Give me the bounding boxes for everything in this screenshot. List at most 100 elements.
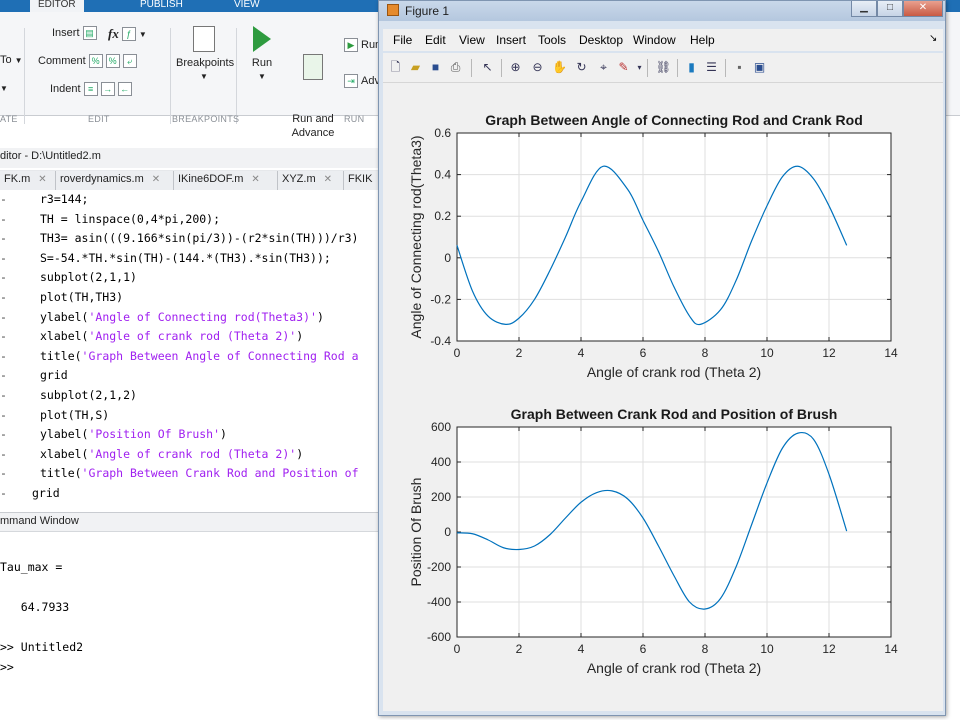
hide-tools-icon[interactable]: ▪: [737, 60, 742, 74]
zoom-in-icon[interactable]: ⊕: [510, 60, 521, 74]
line-marker: -: [0, 427, 7, 442]
y-axis-label: Angle of Connecting rod(Theta3): [408, 135, 424, 338]
indent-button[interactable]: Indent ≡ → ←: [50, 82, 132, 96]
insert-function-button[interactable]: fx ƒ ▼: [108, 26, 147, 42]
code-text: ylabel('Position Of Brush'): [40, 427, 227, 442]
run-button[interactable]: Run ▼: [244, 26, 280, 84]
legend-icon[interactable]: ☰: [706, 60, 717, 74]
command-window[interactable]: Tau_max = 64.7933 >> Untitled2 >>: [0, 532, 380, 720]
run-label: Run: [251, 57, 273, 69]
tab-publish[interactable]: PUBLISH: [140, 0, 183, 10]
dock-arrow-icon[interactable]: ↘: [929, 33, 938, 44]
code-text: TH = linspace(0,4*pi,200);: [40, 211, 221, 226]
editor-tab[interactable]: IKine6DOF.m ✕: [174, 171, 278, 190]
print-icon[interactable]: ⎙: [450, 60, 461, 74]
line-marker: -: [0, 348, 7, 363]
tab-editor[interactable]: EDITOR: [30, 0, 84, 12]
editor-tab[interactable]: FKIK: [344, 171, 380, 190]
x-tick-label: 8: [702, 642, 709, 656]
comment-icon: %: [88, 54, 103, 68]
dock-icon[interactable]: ▣: [753, 60, 766, 74]
figure-canvas: 0 2 4 6 8 10 12 14 -0.4 -0.2 0 0.2 0.4 0.6 Graph Betwe…: [383, 83, 943, 711]
command-window-header: mmand Window: [0, 512, 380, 532]
code-text: title('Graph Between Crank Rod and Posit…: [40, 466, 359, 481]
command-output-line: >>: [0, 660, 14, 674]
plot-title: Graph Between Angle of Connecting Rod an…: [485, 112, 863, 128]
wrap-comments-icon: ⤶: [122, 54, 137, 68]
section-label-breakpoints: BREAKPOINTS: [172, 114, 240, 124]
figure-toolbar: 🗋 ▰ ■ ⎙ ↖ ⊕ ⊖ ✋ ↻ ⌖ ✎ ▾ ⛓ ▮ ☰ ▪ ▣: [383, 53, 943, 83]
code-text: subplot(2,1,1): [40, 270, 137, 285]
new-file-icon[interactable]: 🗋: [390, 60, 401, 74]
rotate-icon[interactable]: ↻: [576, 60, 587, 74]
function-icon: fx: [108, 26, 119, 41]
editor-tab[interactable]: FK.m ✕: [0, 171, 56, 190]
comment-button[interactable]: Comment%% ⤶: [38, 54, 137, 68]
run-and-advance-label: Run and Advance: [291, 113, 335, 139]
data-cursor-icon[interactable]: ⌖: [600, 60, 607, 74]
editor-tab[interactable]: roverdynamics.m ✕: [56, 171, 174, 190]
zoom-out-icon[interactable]: ⊖: [532, 60, 543, 74]
go-to-button[interactable]: To ▼: [0, 54, 23, 66]
insert-button[interactable]: Insert ▤: [52, 26, 97, 40]
colorbar-icon[interactable]: ▮: [688, 60, 695, 74]
save-icon[interactable]: ■: [431, 60, 440, 74]
y-tick-label: 0.2: [434, 209, 451, 223]
find-button[interactable]: ▼: [0, 84, 8, 93]
menu-view[interactable]: View: [459, 33, 485, 47]
chevron-down-icon[interactable]: ▾: [637, 63, 642, 72]
close-tab-icon[interactable]: ✕: [151, 174, 161, 185]
line-marker: -: [0, 270, 7, 285]
menu-desktop[interactable]: Desktop: [579, 33, 624, 47]
editor-tab-label: FK.m: [4, 173, 31, 185]
code-text: ylabel('Angle of Connecting rod(Theta3)'…: [40, 309, 324, 324]
editor-tabs: FK.m ✕ roverdynamics.m ✕ IKine6DOF.m ✕ XYZ.…: [0, 170, 380, 190]
y-tick-label: 0: [444, 525, 451, 539]
menu-file[interactable]: File: [393, 33, 413, 47]
string-literal: 'Position Of Brush': [88, 427, 221, 442]
menu-tools[interactable]: Tools: [538, 33, 567, 47]
x-tick-label: 2: [516, 346, 523, 360]
line-marker: -: [0, 486, 7, 500]
advance-button[interactable]: ⇥ Adv: [344, 74, 380, 88]
y-tick-label: 600: [431, 420, 451, 434]
code-editor[interactable]: - r3=144; - TH = linspace(0,4*pi,200); - TH3=…: [0, 190, 380, 510]
menu-insert[interactable]: Insert: [496, 33, 527, 47]
breakpoints-button[interactable]: Breakpoints ▼: [176, 26, 234, 84]
menu-window[interactable]: Window: [633, 33, 676, 47]
close-tab-icon[interactable]: ✕: [251, 174, 260, 185]
minimize-button[interactable]: ▁: [851, 1, 877, 17]
code-text: grid: [40, 368, 68, 383]
go-to-label: To: [0, 54, 12, 66]
line-marker: -: [0, 192, 7, 206]
x-tick-label: 2: [516, 642, 523, 656]
section-divider: [236, 28, 237, 124]
pan-icon[interactable]: ✋: [552, 60, 567, 74]
close-tab-icon[interactable]: ✕: [38, 174, 47, 185]
close-tab-icon[interactable]: ✕: [323, 174, 333, 185]
increase-indent-icon: →: [100, 82, 115, 96]
link-icon[interactable]: ⛓: [655, 60, 672, 74]
figure-icon: [387, 4, 399, 16]
pointer-icon[interactable]: ↖: [482, 60, 493, 74]
run-and-advance-button[interactable]: Run and Advance: [288, 26, 338, 168]
brush-icon[interactable]: ✎: [618, 60, 629, 74]
run-section-button[interactable]: ▶ Run: [344, 38, 381, 52]
series-line: [456, 431, 848, 610]
line-marker: -: [0, 329, 7, 344]
menu-edit[interactable]: Edit: [425, 33, 446, 47]
menu-help[interactable]: Help: [690, 33, 715, 47]
code-text: grid: [32, 486, 60, 500]
run-icon: [253, 26, 271, 52]
figure-titlebar[interactable]: Figure 1 ▁ □ ✕: [379, 1, 945, 21]
line-marker: -: [0, 290, 7, 304]
line-marker: -: [0, 466, 7, 481]
editor-title: ditor - D:\Untitled2.m: [0, 148, 380, 168]
open-file-icon[interactable]: ▰: [410, 60, 421, 74]
code-text: TH3= asin(((9.166*sin(pi/3))-(r2*sin(TH)…: [40, 231, 359, 246]
close-button[interactable]: ✕: [903, 1, 943, 17]
tab-view[interactable]: VIEW: [234, 0, 260, 10]
maximize-button[interactable]: □: [877, 1, 903, 17]
run-advance-icon: [303, 54, 323, 80]
editor-tab[interactable]: XYZ.m ✕: [278, 171, 344, 190]
